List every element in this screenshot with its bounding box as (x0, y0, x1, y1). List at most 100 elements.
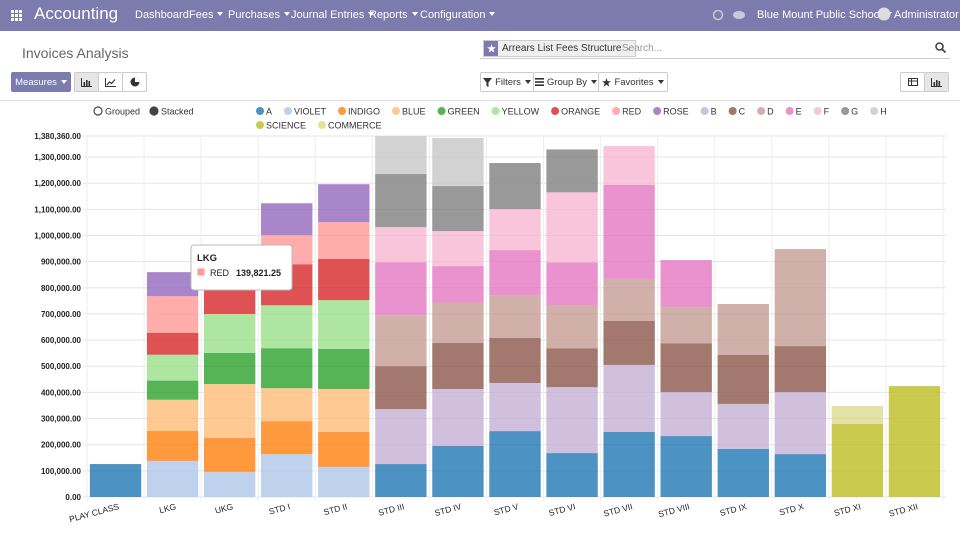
bar[interactable] (375, 174, 427, 228)
legend-swatch[interactable] (318, 121, 327, 129)
bar[interactable] (203, 471, 256, 497)
legend-label[interactable]: COMMERCE (328, 121, 382, 131)
bar[interactable] (432, 266, 484, 303)
bar[interactable] (203, 313, 256, 353)
legend-label[interactable]: GREEN (448, 107, 480, 117)
company-switcher[interactable]: Blue Mount Public School (757, 9, 892, 21)
bar[interactable] (203, 352, 256, 385)
bar[interactable] (831, 405, 884, 425)
bar[interactable] (603, 320, 655, 365)
legend-label[interactable]: G (851, 107, 858, 117)
bar[interactable] (203, 384, 256, 438)
legend-swatch[interactable] (653, 107, 662, 115)
bar[interactable] (432, 137, 484, 187)
bar[interactable] (318, 466, 370, 497)
legend-swatch[interactable] (728, 107, 737, 115)
app-name[interactable]: Accounting (34, 4, 119, 23)
bar[interactable] (146, 296, 199, 333)
bar[interactable] (603, 431, 655, 497)
bar[interactable] (261, 305, 313, 349)
bar[interactable] (603, 278, 655, 321)
bar[interactable] (717, 403, 769, 449)
bar[interactable] (375, 262, 427, 316)
legend-label[interactable]: SCIENCE (266, 121, 306, 131)
bar[interactable] (261, 203, 313, 236)
menu-item[interactable]: Journal Entries (291, 9, 374, 21)
bar[interactable] (318, 222, 370, 260)
graph-view-button[interactable] (924, 72, 949, 92)
bar[interactable] (318, 431, 370, 467)
pivot-view-button[interactable] (900, 72, 925, 92)
bar[interactable] (489, 431, 541, 497)
bar[interactable] (546, 262, 598, 306)
apps-icon[interactable] (11, 10, 22, 21)
legend-swatch[interactable] (437, 107, 446, 115)
bar[interactable] (774, 346, 827, 393)
bar[interactable] (261, 454, 313, 497)
bar[interactable] (375, 136, 427, 175)
mode-label[interactable]: Grouped (105, 107, 140, 117)
legend-swatch[interactable] (841, 107, 850, 115)
bar[interactable] (375, 409, 427, 465)
bar[interactable] (261, 388, 313, 422)
legend-swatch[interactable] (612, 107, 621, 115)
bar[interactable] (660, 436, 712, 497)
bar[interactable] (717, 303, 769, 355)
bar[interactable] (774, 454, 827, 497)
measures-button[interactable]: Measures (11, 72, 71, 92)
search-facet[interactable]: Arrears List Fees Structure × (483, 40, 636, 57)
legend-label[interactable]: BLUE (402, 107, 426, 117)
pie-chart-button[interactable] (122, 72, 147, 92)
legend-label[interactable]: D (767, 107, 774, 117)
user-menu[interactable]: Administrator (894, 9, 960, 21)
bar[interactable] (432, 231, 484, 267)
bar[interactable] (603, 184, 655, 279)
legend-swatch[interactable] (757, 107, 766, 115)
bar[interactable] (546, 192, 598, 263)
bar[interactable] (831, 424, 884, 497)
bar[interactable] (146, 332, 199, 355)
group-by-button[interactable]: Group By (533, 72, 599, 92)
legend-label[interactable]: H (880, 107, 887, 117)
bar[interactable] (375, 315, 427, 367)
bar[interactable] (774, 392, 827, 455)
bar[interactable] (774, 249, 827, 347)
legend-swatch[interactable] (700, 107, 709, 115)
bar[interactable] (432, 388, 484, 447)
legend-swatch[interactable] (256, 121, 264, 129)
bar[interactable] (375, 227, 427, 263)
bar[interactable] (375, 366, 427, 410)
bar[interactable] (432, 302, 484, 343)
legend-label[interactable]: ORANGE (561, 107, 600, 117)
legend-label[interactable]: A (266, 107, 272, 117)
menu-item[interactable]: Reports (369, 9, 418, 21)
search-bar[interactable]: Arrears List Fees Structure × Search... (480, 38, 950, 59)
bar[interactable] (489, 295, 541, 338)
favorites-button[interactable]: Favorites (598, 72, 668, 92)
legend-swatch[interactable] (256, 107, 264, 115)
systray-icons[interactable] (713, 10, 747, 22)
bar-chart-button[interactable] (74, 72, 99, 92)
legend-label[interactable]: RED (622, 107, 642, 117)
legend-label[interactable]: F (824, 107, 830, 117)
legend-swatch[interactable] (338, 107, 347, 115)
bar[interactable] (146, 380, 199, 400)
legend-label[interactable]: YELLOW (502, 107, 540, 117)
bar[interactable] (717, 354, 769, 404)
legend-label[interactable]: ROSE (663, 107, 689, 117)
legend-label[interactable]: INDIGO (348, 107, 380, 117)
legend-label[interactable]: E (796, 107, 802, 117)
bar[interactable] (146, 460, 199, 497)
bar[interactable] (603, 146, 655, 185)
bar[interactable] (546, 348, 598, 388)
bar[interactable] (489, 337, 541, 383)
legend-swatch[interactable] (491, 107, 500, 115)
avatar[interactable] (877, 7, 891, 21)
bar[interactable] (888, 386, 941, 497)
legend-label[interactable]: VIOLET (294, 107, 327, 117)
bar[interactable] (546, 387, 598, 454)
line-chart-button[interactable] (98, 72, 123, 92)
bar[interactable] (318, 184, 370, 223)
bar[interactable] (146, 354, 199, 381)
menu-item[interactable]: Purchases (228, 9, 290, 21)
